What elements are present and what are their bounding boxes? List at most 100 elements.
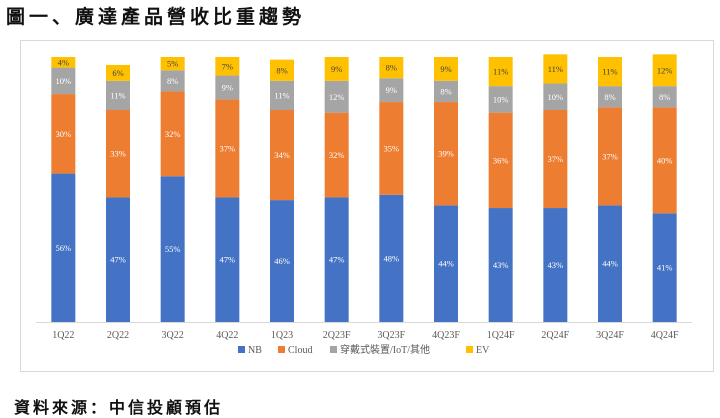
bar-EV-3Q24F xyxy=(598,57,622,87)
legend-label: Cloud xyxy=(288,345,312,356)
data-label: 34% xyxy=(274,150,290,160)
bar-Cloud-4Q24F xyxy=(652,107,677,214)
data-label: 43% xyxy=(493,260,509,270)
x-tick-label: 4Q23F xyxy=(432,330,460,341)
data-label: 41% xyxy=(657,263,673,273)
bar-穿戴式裝置/IoT/其他-2Q22 xyxy=(106,80,130,110)
x-tick-label: 1Q24F xyxy=(487,330,515,341)
bar-穿戴式裝置/IoT/其他-1Q23 xyxy=(270,80,294,110)
bar-EV-4Q24F xyxy=(652,54,677,87)
data-label: 48% xyxy=(384,253,400,263)
data-label: 8% xyxy=(440,86,451,96)
bar-NB-3Q23F xyxy=(379,194,404,322)
legend-label: 穿戴式裝置/IoT/其他 xyxy=(340,343,430,356)
bar-EV-3Q23F xyxy=(379,57,404,79)
data-label: 36% xyxy=(493,155,509,165)
data-label: 12% xyxy=(329,92,345,102)
bar-穿戴式裝置/IoT/其他-1Q22 xyxy=(51,67,76,95)
bar-EV-1Q22 xyxy=(51,57,76,68)
x-tick-label: 1Q23 xyxy=(271,330,293,341)
data-label: 37% xyxy=(602,151,618,161)
data-label: 4% xyxy=(58,57,69,67)
bar-穿戴式裝置/IoT/其他-3Q23F xyxy=(379,78,404,103)
source-note: 資料來源：中信投顧預估 xyxy=(14,398,224,417)
bar-NB-1Q23 xyxy=(270,200,294,322)
legend-swatch xyxy=(278,346,285,353)
page-title: 圖一、廣達產品營收比重趨勢 xyxy=(6,6,306,28)
data-label: 47% xyxy=(110,255,126,265)
data-label: 39% xyxy=(438,149,454,159)
x-tick-label: 4Q22 xyxy=(216,330,238,341)
bar-Cloud-4Q23F xyxy=(434,102,458,206)
data-label: 46% xyxy=(274,256,290,266)
bar-NB-2Q23F xyxy=(324,197,349,322)
data-label: 8% xyxy=(167,76,178,86)
data-label: 6% xyxy=(112,68,123,78)
bar-Cloud-2Q23F xyxy=(324,112,349,198)
x-tick-label: 3Q23F xyxy=(377,330,405,341)
x-tick-label: 2Q24F xyxy=(541,330,569,341)
data-label: 11% xyxy=(548,64,563,74)
bar-Cloud-1Q24F xyxy=(488,112,513,209)
bar-穿戴式裝置/IoT/其他-1Q24F xyxy=(488,86,513,113)
x-tick-label: 3Q24F xyxy=(596,330,624,341)
data-label: 40% xyxy=(657,155,673,165)
x-tick-label: 4Q24F xyxy=(651,330,679,341)
bar-穿戴式裝置/IoT/其他-4Q23F xyxy=(434,80,458,103)
bar-EV-1Q24F xyxy=(488,57,513,87)
data-label: 32% xyxy=(329,150,345,160)
data-label: 56% xyxy=(56,243,72,253)
bar-穿戴式裝置/IoT/其他-2Q23F xyxy=(324,80,349,113)
bar-EV-1Q23 xyxy=(270,59,294,81)
legend-label: NB xyxy=(248,345,262,356)
bar-NB-1Q22 xyxy=(51,173,76,322)
data-label: 11% xyxy=(274,90,289,100)
data-label: 8% xyxy=(386,63,397,73)
data-label: 44% xyxy=(438,259,454,269)
data-label: 9% xyxy=(386,85,397,95)
bar-EV-2Q24F xyxy=(543,54,568,84)
data-label: 8% xyxy=(659,92,670,102)
x-tick-label: 2Q22 xyxy=(107,330,129,341)
x-tick-label: 2Q23F xyxy=(323,330,351,341)
bar-Cloud-3Q24F xyxy=(598,107,622,206)
data-label: 55% xyxy=(165,244,181,254)
data-label: 5% xyxy=(167,59,178,69)
legend-swatch xyxy=(238,346,245,353)
bar-NB-1Q24F xyxy=(488,208,513,322)
data-label: 44% xyxy=(602,259,618,269)
bar-NB-4Q24F xyxy=(652,213,677,322)
bar-EV-2Q22 xyxy=(106,64,130,81)
data-label: 9% xyxy=(331,64,342,74)
bar-EV-3Q22 xyxy=(160,57,185,71)
data-label: 8% xyxy=(276,65,287,75)
data-label: 11% xyxy=(493,67,508,77)
data-label: 32% xyxy=(165,129,181,139)
bar-穿戴式裝置/IoT/其他-3Q22 xyxy=(160,70,185,92)
bar-Cloud-3Q23F xyxy=(379,102,404,195)
x-tick-label: 1Q22 xyxy=(52,330,74,341)
data-label: 9% xyxy=(222,82,233,92)
data-label: 8% xyxy=(604,92,615,102)
bar-穿戴式裝置/IoT/其他-4Q24F xyxy=(652,86,677,108)
chart-frame xyxy=(20,40,714,372)
data-label: 37% xyxy=(220,143,236,153)
data-label: 10% xyxy=(493,94,509,104)
bar-EV-4Q23F xyxy=(434,57,458,81)
bar-NB-4Q23F xyxy=(434,205,458,322)
data-label: 9% xyxy=(440,64,451,74)
data-label: 47% xyxy=(329,255,345,265)
data-label: 35% xyxy=(384,143,400,153)
bar-Cloud-1Q23 xyxy=(270,110,294,201)
data-label: 12% xyxy=(657,65,673,75)
data-label: 10% xyxy=(56,76,72,86)
legend-label: EV xyxy=(476,345,490,356)
data-label: 7% xyxy=(222,61,233,71)
data-label: 33% xyxy=(110,149,126,159)
bar-Cloud-2Q24F xyxy=(543,110,568,209)
bar-穿戴式裝置/IoT/其他-2Q24F xyxy=(543,83,568,110)
data-label: 43% xyxy=(548,260,564,270)
bar-NB-4Q22 xyxy=(215,197,240,322)
data-label: 30% xyxy=(56,129,72,139)
